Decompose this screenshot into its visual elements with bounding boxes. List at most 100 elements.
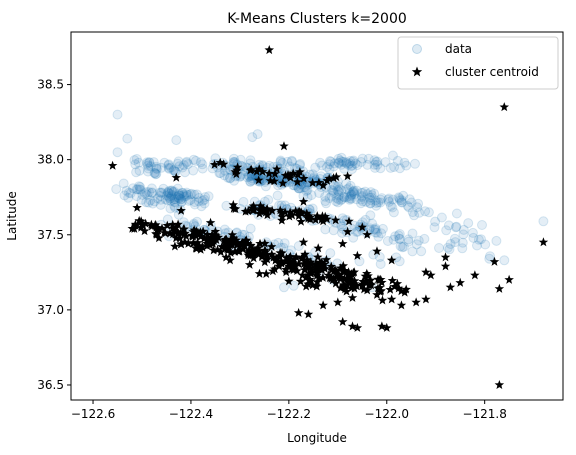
centroid-point <box>180 237 190 247</box>
centroid-point <box>153 225 163 235</box>
centroid-point <box>302 208 312 218</box>
y-tick-label: 38.0 <box>37 153 64 167</box>
centroid-point <box>168 223 178 233</box>
centroid-point <box>248 253 259 263</box>
y-axis-label: Latitude <box>5 191 19 240</box>
data-point <box>136 194 147 205</box>
data-point <box>341 157 352 168</box>
centroid-point <box>289 254 299 264</box>
data-point <box>146 183 157 194</box>
centroid-point <box>290 206 301 216</box>
data-point <box>183 159 193 170</box>
centroid-point <box>387 275 398 285</box>
centroid-point <box>130 219 141 229</box>
centroid-point <box>352 250 363 260</box>
data-point <box>357 192 367 203</box>
data-point <box>151 161 162 172</box>
data-point <box>348 232 359 243</box>
data-point <box>394 193 405 204</box>
centroid-point <box>305 274 315 284</box>
data-point <box>357 153 368 164</box>
centroid-point <box>202 229 213 239</box>
centroid-point <box>255 238 265 248</box>
centroid-point <box>305 263 315 273</box>
data-point <box>538 216 549 227</box>
centroid-point <box>318 300 328 310</box>
centroid-point <box>297 270 308 280</box>
data-point <box>320 191 331 202</box>
data-point <box>181 157 192 168</box>
data-point <box>473 234 484 245</box>
data-point <box>174 193 185 204</box>
data-point <box>341 158 352 169</box>
data-point <box>375 197 386 208</box>
data-point <box>131 154 142 164</box>
centroid-point <box>302 254 312 264</box>
data-point <box>196 201 207 212</box>
data-point <box>394 163 405 174</box>
data-point <box>143 163 154 174</box>
data-point <box>329 158 340 169</box>
data-point <box>356 157 367 167</box>
data-point <box>335 219 346 229</box>
data-point <box>170 202 181 213</box>
data-point <box>219 170 230 181</box>
data-point <box>373 197 384 208</box>
data-point <box>177 162 188 173</box>
centroid-point <box>285 207 295 217</box>
centroid-point <box>300 249 310 259</box>
data-point <box>328 225 339 236</box>
data-point <box>199 194 210 205</box>
data-point <box>411 239 422 250</box>
centroid-point <box>372 246 382 256</box>
centroid-point <box>265 175 276 185</box>
data-point <box>377 223 388 234</box>
centroid-point <box>297 208 307 218</box>
centroid-point <box>372 289 382 299</box>
data-point <box>407 246 418 257</box>
centroid-point <box>291 252 301 262</box>
centroid-series <box>107 45 549 389</box>
centroid-point <box>304 211 314 221</box>
centroid-point <box>445 282 456 292</box>
data-point <box>144 157 155 168</box>
data-point <box>162 187 173 197</box>
data-point <box>169 194 180 205</box>
data-point <box>174 188 184 199</box>
centroid-point <box>231 235 241 245</box>
centroid-point <box>385 284 395 294</box>
data-point <box>124 187 134 198</box>
centroid-point <box>324 173 334 183</box>
data-point <box>191 189 202 200</box>
data-point <box>121 185 132 196</box>
data-point <box>164 193 175 204</box>
centroid-point <box>276 258 287 268</box>
data-point <box>245 155 256 166</box>
centroid-point <box>307 177 318 187</box>
centroid-point <box>281 267 291 277</box>
data-point <box>375 194 386 205</box>
centroid-point <box>295 167 305 177</box>
data-point <box>175 194 186 205</box>
centroid-point <box>260 257 270 267</box>
data-point <box>361 196 372 207</box>
centroid-point <box>107 160 118 170</box>
data-point <box>480 239 491 250</box>
data-point <box>394 229 405 239</box>
centroid-point <box>266 241 277 251</box>
centroid-point <box>281 253 292 262</box>
centroid-point <box>254 268 265 278</box>
data-point <box>370 195 381 206</box>
data-point <box>328 161 339 172</box>
data-point <box>141 197 152 208</box>
data-point <box>395 241 406 252</box>
centroid-point <box>499 102 509 112</box>
centroid-point <box>167 219 178 229</box>
x-axis: −122.6 −122.4 −122.2 −122.0 −121.8 <box>71 400 507 421</box>
centroid-point <box>157 223 167 233</box>
data-point <box>339 192 350 203</box>
centroid-point <box>262 250 272 260</box>
data-point <box>188 154 199 165</box>
centroid-point <box>264 168 274 178</box>
data-point <box>365 210 376 221</box>
